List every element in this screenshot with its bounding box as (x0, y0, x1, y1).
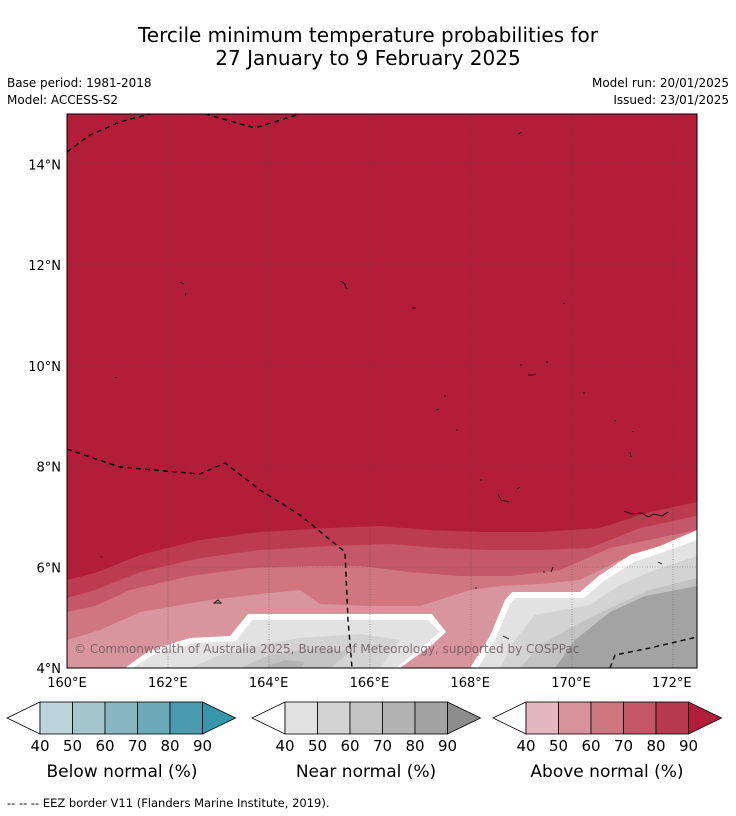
colorbar-tick-label: 40 (30, 737, 49, 755)
colorbar-tick-label: 50 (549, 737, 568, 755)
colorbar-segment (104, 701, 138, 735)
colorbar-segment (382, 701, 416, 735)
colorbar-segment (590, 701, 624, 735)
colorbar-low-extension (6, 701, 41, 735)
lat-label: 12°N (28, 259, 61, 274)
colorbars: 40 50 60 70 80 90 40 50 60 70 80 90 40 50 60 70 80 90 (6, 701, 723, 755)
lat-label: 4°N (37, 662, 62, 677)
colorbar-tick-label: 70 (373, 737, 392, 755)
colorbar-tick-label: 40 (516, 737, 535, 755)
colorbar-segment (284, 701, 318, 735)
islands (101, 131, 669, 640)
lat-label: 8°N (37, 461, 62, 476)
colorbar-label-above: Above normal (%) (530, 762, 684, 782)
eez-legend-note: -- -- -- EEZ border V11 (Flanders Marine… (7, 796, 330, 810)
colorbar-above: 40 50 60 70 80 90 (492, 701, 723, 755)
colorbar-segment (137, 701, 171, 735)
colorbar-tick-label: 60 (95, 737, 114, 755)
title-line-1: Tercile minimum temperature probabilitie… (137, 23, 599, 47)
colorbar-high-extension (688, 701, 723, 735)
colorbar-tick-label: 60 (581, 737, 600, 755)
title-line-2: 27 January to 9 February 2025 (215, 46, 521, 70)
colorbar-segment (317, 701, 351, 735)
probability-shading (67, 114, 697, 668)
lon-label: 170°E (551, 676, 591, 691)
colorbar-tick-label: 50 (63, 737, 82, 755)
colorbar-segment (39, 701, 73, 735)
colorbar-tick-label: 60 (340, 737, 359, 755)
colorbar-segment (72, 701, 106, 735)
lon-label: 166°E (350, 676, 390, 691)
eez-border (67, 114, 697, 668)
copyright-notice: © Commonwealth of Australia 2025, Bureau… (74, 642, 579, 656)
colorbar-tick-label: 90 (679, 737, 698, 755)
colorbar-segment (169, 701, 203, 735)
lon-label: 172°E (652, 676, 692, 691)
colorbar-low-extension (251, 701, 286, 735)
colorbar-segment (349, 701, 383, 735)
colorbar-tick-label: 80 (405, 737, 424, 755)
colorbar-tick-label: 90 (193, 737, 212, 755)
colorbar-tick-label: 50 (308, 737, 327, 755)
lat-label: 6°N (37, 561, 62, 576)
model-name: Model: ACCESS-S2 (7, 93, 119, 107)
longitude-labels: 160°E 162°E 164°E 166°E 168°E 170°E 172°E (47, 676, 691, 691)
colorbar-high-extension (202, 701, 237, 735)
gridlines (67, 114, 697, 668)
colorbar-segment (525, 701, 559, 735)
colorbar-tick-label: 40 (275, 737, 294, 755)
probability-map: © Commonwealth of Australia 2025, Bureau… (6, 113, 723, 755)
lat-label: 10°N (28, 360, 61, 375)
colorbar-tick-label: 90 (438, 737, 457, 755)
colorbar-segment (414, 701, 448, 735)
colorbar-near: 40 50 60 70 80 90 (251, 701, 482, 755)
colorbar-below: 40 50 60 70 80 90 (6, 701, 237, 755)
lon-label: 168°E (450, 676, 490, 691)
colorbar-segment (558, 701, 592, 735)
lon-label: 160°E (47, 676, 87, 691)
colorbar-low-extension (492, 701, 527, 735)
colorbar-tick-label: 70 (614, 737, 633, 755)
base-period: Base period: 1981-2018 (7, 76, 152, 90)
colorbar-label-below: Below normal (%) (46, 762, 198, 782)
colorbar-tick-label: 70 (128, 737, 147, 755)
colorbar-tick-label: 80 (160, 737, 179, 755)
lon-label: 164°E (249, 676, 289, 691)
lat-label: 14°N (28, 158, 61, 173)
colorbar-segment (655, 701, 689, 735)
lon-label: 162°E (148, 676, 188, 691)
colorbar-segment (623, 701, 657, 735)
colorbar-tick-label: 80 (646, 737, 665, 755)
colorbar-label-near: Near normal (%) (295, 762, 437, 782)
model-run: Model run: 20/01/2025 (591, 76, 729, 90)
colorbar-high-extension (447, 701, 482, 735)
latitude-labels: 14°N 12°N 10°N 8°N 6°N 4°N (28, 158, 61, 677)
issued-date: Issued: 23/01/2025 (613, 93, 729, 107)
